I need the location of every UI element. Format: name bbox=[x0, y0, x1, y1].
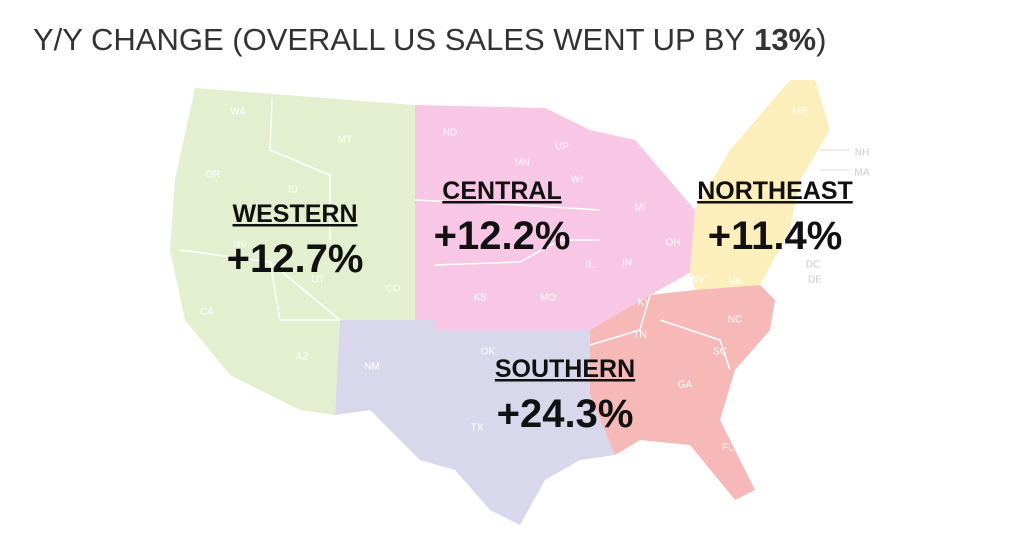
state-border bbox=[414, 199, 601, 211]
state-label: DC bbox=[806, 260, 820, 271]
state-border bbox=[269, 261, 340, 321]
state-label: IN bbox=[622, 258, 632, 269]
state-label: VA bbox=[729, 277, 742, 288]
state-label: WI bbox=[571, 175, 583, 186]
region-change: +12.2% bbox=[434, 214, 571, 258]
region-name: CENTRAL bbox=[442, 177, 561, 205]
state-label: TN bbox=[633, 330, 646, 341]
state-label: UP bbox=[555, 142, 569, 153]
state-label: FL bbox=[722, 443, 734, 454]
state-label: VT bbox=[744, 95, 757, 106]
region-name: SOUTHERN bbox=[495, 355, 635, 383]
state-label: UT bbox=[311, 275, 324, 286]
southeast-region bbox=[590, 285, 775, 500]
state-labels: WA MT OR ID WY NV UT CO CA AZ NM ND MN UP WI MI IL IN OH KS… bbox=[200, 95, 870, 454]
state-label: MT bbox=[338, 135, 352, 146]
title-closing: ) bbox=[816, 22, 826, 57]
state-label: IL bbox=[586, 260, 595, 271]
state-border bbox=[269, 99, 331, 240]
state-label: CA bbox=[200, 307, 214, 318]
state-label: WA bbox=[230, 107, 246, 118]
state-label: MN bbox=[514, 158, 530, 169]
region-name: NORTHEAST bbox=[697, 177, 853, 205]
state-label: OR bbox=[206, 170, 221, 181]
state-label: NH bbox=[855, 148, 869, 159]
region-change: +11.4% bbox=[708, 214, 843, 258]
state-label: WV bbox=[689, 275, 705, 286]
title: Y/Y CHANGE (OVERALL US SALES WENT UP BY 1… bbox=[33, 22, 826, 57]
us-map bbox=[170, 80, 850, 525]
state-label: MO bbox=[540, 293, 556, 304]
state-label: WY bbox=[337, 210, 353, 221]
southern-region bbox=[335, 320, 615, 525]
region-labels: WESTERN +12.7% CENTRAL +12.2% NORTHEAST +11.4… bbox=[227, 177, 853, 436]
state-label: ND bbox=[443, 128, 457, 139]
state-border bbox=[659, 319, 731, 371]
state-label: GA bbox=[678, 380, 693, 391]
state-label: TX bbox=[471, 423, 484, 434]
state-label: ID bbox=[288, 185, 298, 196]
western-region bbox=[170, 88, 415, 415]
title-emphasis: 13% bbox=[754, 22, 816, 57]
state-label: NM bbox=[364, 362, 380, 373]
state-label: MI bbox=[634, 203, 645, 214]
state-label: MA bbox=[855, 168, 870, 179]
state-label: AZ bbox=[296, 352, 309, 363]
state-label: OH bbox=[666, 238, 681, 249]
region-name: WESTERN bbox=[233, 200, 358, 228]
state-border bbox=[434, 239, 600, 266]
state-label: ME bbox=[793, 107, 808, 118]
state-label: NV bbox=[233, 240, 247, 251]
northeast-region bbox=[690, 80, 830, 290]
title-text: Y/Y CHANGE (OVERALL US SALES WENT UP BY bbox=[33, 22, 745, 57]
region-change: +24.3% bbox=[497, 392, 634, 436]
central-region bbox=[415, 105, 695, 330]
state-label: CO bbox=[386, 284, 401, 295]
region-change: +12.7% bbox=[227, 237, 364, 281]
state-label: OK bbox=[481, 347, 496, 358]
state-border bbox=[589, 294, 651, 346]
state-label: SC bbox=[713, 347, 727, 358]
state-label: KY bbox=[637, 298, 651, 309]
state-label: KS bbox=[473, 293, 487, 304]
state-label: DE bbox=[808, 275, 822, 286]
state-label: NC bbox=[728, 315, 742, 326]
